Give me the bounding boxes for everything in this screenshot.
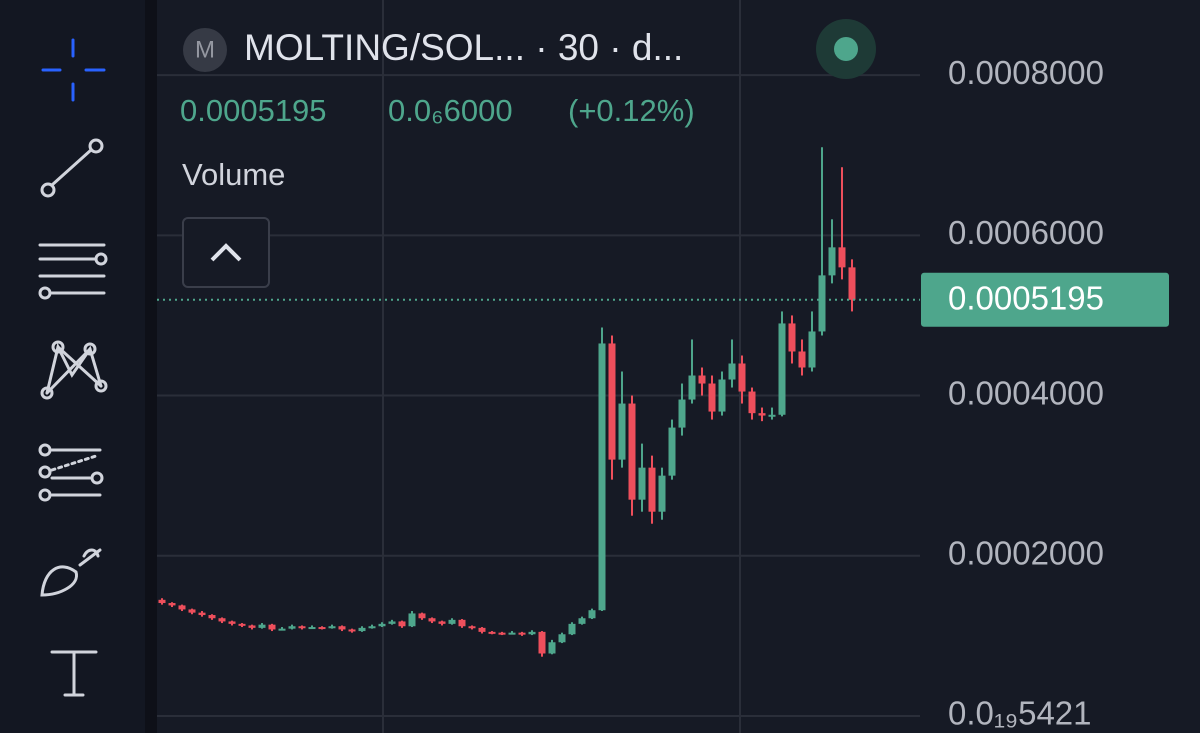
candle-body [788, 323, 796, 352]
candle-body [558, 634, 566, 643]
candle-body [448, 619, 456, 624]
candle-body [828, 247, 836, 276]
y-tick-label: 0.0₁₉5421 [948, 695, 1092, 732]
candle-body [198, 612, 206, 616]
y-tick-label: 0.0004000 [948, 374, 1104, 411]
candle-body [648, 467, 656, 512]
candle-body [498, 632, 506, 635]
candle-body [418, 613, 426, 619]
candle-body [268, 624, 276, 630]
candle-body [318, 627, 326, 630]
candle-body [278, 628, 286, 631]
y-tick-label: 0.0002000 [948, 534, 1104, 571]
change-pct: (+0.12%) [568, 93, 695, 128]
candle-body [608, 343, 616, 460]
candle-body [658, 475, 666, 512]
fib-tool[interactable] [38, 443, 104, 502]
candle-body [628, 403, 636, 500]
candle-body [698, 375, 706, 384]
candle-body [368, 626, 376, 629]
candle-body [678, 399, 686, 428]
candle-body [168, 603, 176, 606]
toolbar-divider [145, 0, 157, 733]
candle-body [398, 621, 406, 627]
candle-body [478, 627, 486, 632]
candle-body [708, 383, 716, 412]
candle-body [228, 621, 236, 624]
candle-body [158, 599, 166, 604]
candle-body [748, 391, 756, 414]
candle-body [598, 343, 606, 611]
symbol-icon-letter: M [195, 36, 215, 63]
candle-body [468, 626, 476, 629]
candle-body [438, 621, 446, 624]
candle-body [338, 626, 346, 630]
candle-body [838, 247, 846, 268]
candle-body [728, 363, 736, 380]
symbol-title[interactable]: MOLTING/SOL... · 30 · d... [244, 27, 683, 68]
candle-body [818, 275, 826, 332]
candle-body [508, 632, 516, 635]
candle-body [428, 618, 436, 622]
candle-body [288, 626, 296, 629]
trend-line-tool[interactable] [40, 138, 104, 198]
price: 0.0005195 [180, 93, 327, 128]
candle-body [188, 609, 196, 613]
symbol-icon [183, 28, 227, 72]
candle-body [588, 610, 596, 619]
plot [157, 74, 920, 717]
collapse-button[interactable] [182, 217, 270, 288]
candle-body [528, 631, 536, 635]
candle-body [518, 632, 526, 635]
brush-tool[interactable] [40, 548, 102, 597]
candle-body [248, 625, 256, 628]
candle-body [178, 605, 186, 610]
candle-body [618, 403, 626, 460]
candle-body [218, 618, 226, 622]
candle-body [578, 618, 586, 624]
last-price-box [921, 272, 1169, 327]
candle-body [298, 626, 306, 629]
candle-body [348, 629, 356, 632]
candle-body [378, 623, 386, 627]
candle-body [718, 379, 726, 412]
candle-body [638, 467, 646, 500]
pattern-tool[interactable] [40, 340, 108, 400]
candle-body [488, 631, 496, 634]
candle-body [358, 627, 366, 632]
status-dot [834, 37, 858, 61]
text-tool[interactable] [50, 650, 98, 697]
candle-body [808, 331, 816, 368]
candle-body [328, 626, 336, 629]
chevron-up [210, 243, 242, 262]
candle-body [848, 267, 856, 300]
candle-body [768, 414, 776, 417]
candle-body [388, 621, 396, 624]
candle-body [738, 363, 746, 392]
candle-body [668, 427, 676, 476]
candle-body [238, 623, 246, 626]
candle-body [308, 627, 316, 630]
candle-body [548, 642, 556, 654]
candle-body [568, 623, 576, 635]
candle-body [778, 323, 786, 415]
candle-body [758, 413, 766, 416]
parallel-lines-tool[interactable] [38, 243, 108, 300]
candle-body [688, 375, 696, 400]
candle-body [208, 615, 216, 619]
candle-body [538, 631, 546, 654]
candle-body [258, 624, 266, 628]
candle-body [458, 619, 466, 627]
y-tick-label: 0.0006000 [948, 214, 1104, 251]
candle-body [408, 613, 416, 627]
crosshair-tool[interactable] [41, 38, 106, 102]
last-price-label: 0.0005195 [948, 280, 1104, 317]
change: 0.0₆6000 [388, 93, 513, 128]
candle-body [798, 351, 806, 368]
y-tick-label: 0.0008000 [948, 54, 1104, 91]
indicator-label: Volume [182, 157, 285, 192]
